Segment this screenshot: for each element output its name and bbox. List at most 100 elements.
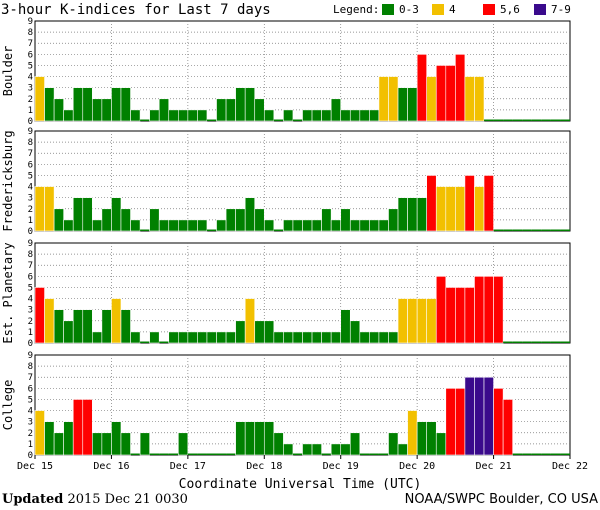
- y-tick-label: 3: [28, 194, 33, 204]
- k-index-bar: [92, 432, 103, 456]
- k-index-bar: [149, 453, 160, 455]
- y-tick-label: 6: [28, 272, 33, 282]
- k-index-bar: [493, 388, 504, 456]
- y-tick-label: 9: [28, 239, 33, 249]
- k-index-bar: [359, 331, 370, 344]
- k-index-bar: [359, 109, 370, 122]
- k-index-bar: [235, 87, 246, 122]
- k-index-bar: [330, 443, 342, 456]
- k-index-bar: [111, 87, 122, 122]
- y-tick-label: 9: [28, 127, 33, 137]
- k-index-bar: [512, 229, 523, 231]
- x-tick-label: Dec 15: [17, 461, 53, 472]
- k-index-bar: [292, 119, 303, 121]
- k-index-bar: [302, 219, 313, 232]
- k-index-bar: [44, 298, 55, 344]
- k-index-bar: [72, 399, 84, 456]
- k-index-bar: [158, 98, 170, 122]
- k-index-bar: [34, 410, 45, 456]
- k-index-bar: [197, 453, 207, 455]
- k-index-chart: 3-hour K-indices for Last 7 days Legend:…: [1, 2, 588, 490]
- k-index-bar: [445, 65, 456, 122]
- k-index-bar: [63, 109, 74, 122]
- k-index-bar: [111, 421, 122, 456]
- k-index-bar: [311, 109, 322, 122]
- k-index-bar: [426, 175, 437, 232]
- k-index-bar: [435, 186, 447, 232]
- k-index-bar: [34, 287, 45, 344]
- k-index-bar: [474, 276, 485, 344]
- station-label: Fredericksburg: [1, 130, 15, 231]
- k-index-bar: [302, 109, 313, 122]
- k-index-bar: [493, 119, 504, 121]
- k-index-bar: [101, 432, 112, 456]
- k-index-bar: [483, 175, 494, 232]
- k-index-bar: [378, 76, 389, 122]
- k-index-bar: [531, 229, 542, 231]
- k-index-bar: [302, 331, 313, 344]
- k-index-bar: [254, 320, 265, 344]
- y-tick-label: 0: [28, 227, 33, 237]
- k-index-bar: [503, 341, 513, 343]
- k-index-bar: [302, 443, 313, 456]
- k-index-bar: [464, 376, 475, 456]
- x-tick-label: Dec 21: [476, 461, 512, 472]
- y-tick-label: 3: [28, 306, 33, 316]
- y-tick-label: 7: [28, 149, 33, 159]
- k-index-bar: [369, 453, 379, 455]
- k-index-bar: [397, 87, 408, 122]
- k-index-bar: [388, 76, 399, 122]
- k-index-bar: [263, 219, 275, 232]
- k-index-bar: [273, 119, 284, 121]
- k-index-bar: [388, 331, 399, 344]
- k-index-bar: [244, 197, 256, 232]
- y-tick-label: 6: [28, 50, 33, 60]
- k-index-bar: [120, 208, 131, 232]
- k-index-bar: [512, 453, 523, 455]
- x-tick-label: Dec 22: [552, 461, 588, 472]
- k-index-bar: [378, 219, 389, 232]
- k-index-bar: [244, 421, 256, 456]
- y-tick-label: 9: [28, 351, 33, 361]
- k-index-bar: [53, 309, 64, 344]
- k-index-bar: [445, 186, 456, 232]
- legend-swatch: [483, 4, 495, 15]
- k-index-bar: [283, 331, 294, 344]
- k-index-bar: [435, 65, 447, 122]
- k-index-bar: [407, 410, 418, 456]
- k-index-bar: [235, 421, 246, 456]
- k-index-bar: [149, 331, 160, 344]
- legend-label: Legend:: [333, 3, 379, 16]
- k-index-bar: [388, 432, 399, 456]
- k-index-bar: [178, 432, 189, 456]
- k-index-bar: [321, 109, 332, 122]
- k-index-bar: [311, 331, 322, 344]
- k-index-bar: [340, 208, 351, 232]
- k-index-bar: [522, 341, 532, 343]
- x-tick-label: Dec 20: [399, 461, 435, 472]
- k-index-bar: [407, 87, 418, 122]
- k-index-bar: [560, 341, 570, 343]
- k-index-bar: [474, 76, 485, 122]
- k-index-bar: [225, 208, 236, 232]
- k-index-bar: [111, 298, 122, 344]
- k-index-bar: [388, 208, 399, 232]
- k-index-bar: [263, 421, 275, 456]
- k-index-bar: [531, 453, 542, 455]
- k-index-bar: [483, 276, 494, 344]
- k-index-bar: [178, 331, 189, 344]
- y-tick-label: 0: [28, 339, 33, 349]
- k-index-bar: [187, 109, 198, 122]
- y-tick-label: 2: [28, 429, 33, 439]
- k-index-bar: [541, 229, 551, 231]
- k-index-bar: [130, 219, 141, 232]
- k-index-bar: [397, 443, 408, 456]
- k-index-bar: [321, 208, 332, 232]
- k-index-bar: [292, 453, 303, 455]
- k-index-bar: [330, 331, 342, 344]
- k-index-bar: [550, 119, 561, 121]
- k-index-bar: [63, 421, 74, 456]
- k-index-bar: [168, 453, 179, 455]
- k-index-bar: [178, 109, 189, 122]
- k-index-bar: [273, 331, 284, 344]
